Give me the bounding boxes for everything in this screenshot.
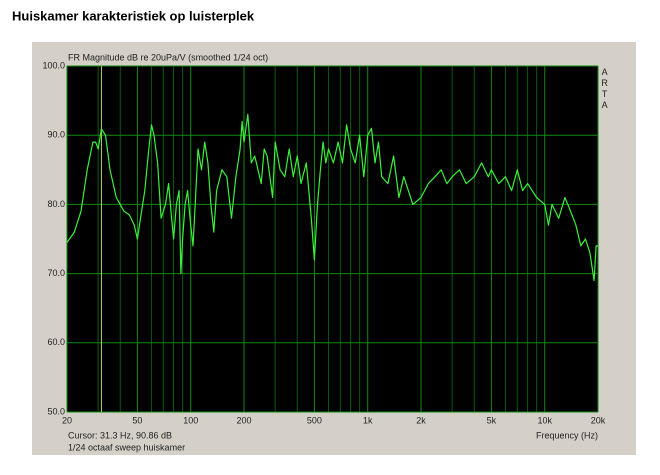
x-tick-label: 100 [183,415,198,425]
x-tick-label: 2k [416,415,426,425]
x-tick-label: 50 [132,415,142,425]
x-tick-label: 5k [487,415,497,425]
x-tick-label: 20 [62,415,72,425]
y-tick-label: 50.0 [47,406,65,416]
x-tick-label: 20k [591,415,606,425]
plot-area [67,66,598,412]
x-tick-label: 1k [363,415,373,425]
note: 1/24 octaaf sweep huiskamer [68,442,185,452]
fr-line [66,113,598,282]
chart-title: FR Magnitude dB re 20uPa/V (smoothed 1/2… [68,52,268,62]
x-tick-label: 500 [307,415,322,425]
x-tick-label: 200 [236,415,251,425]
y-tick-label: 70.0 [47,268,65,278]
y-tick-label: 100.0 [42,60,65,70]
y-tick-label: 60.0 [47,337,65,347]
y-tick-label: 80.0 [47,199,65,209]
x-tick-label: 10k [537,415,552,425]
cursor-label: Cursor: 31.3 Hz, 90.86 dB [68,430,172,440]
x-axis-label: Frequency (Hz) [536,430,598,440]
page-title: Huiskamer karakteristiek op luisterplek [12,8,255,23]
brand: ARTA [600,67,610,111]
y-tick-label: 90.0 [47,130,65,140]
